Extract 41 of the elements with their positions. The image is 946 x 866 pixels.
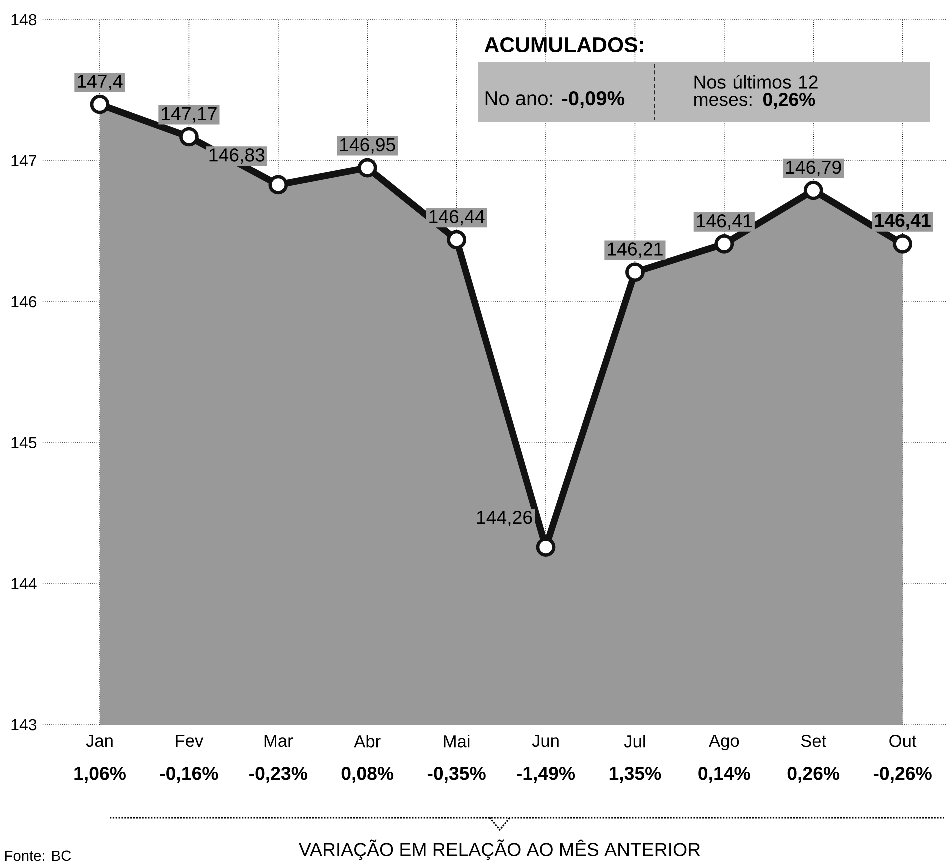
data-label: 146,44 bbox=[430, 210, 485, 226]
x-tick-label: Jan bbox=[86, 735, 113, 748]
text: VARIAÇÃO EM RELAÇÃO AO MÊS ANTERIOR bbox=[299, 840, 700, 860]
x-tick-label: Out bbox=[890, 735, 917, 748]
x-tick-label: Ago bbox=[709, 735, 740, 751]
text: 0,26% bbox=[788, 767, 840, 783]
text: 1,06% bbox=[74, 767, 126, 783]
x-tick-label: Mai bbox=[444, 735, 470, 748]
text: 1,35% bbox=[610, 767, 662, 783]
y-tick-label: 143 bbox=[12, 719, 37, 731]
data-label: 146,95 bbox=[340, 138, 396, 154]
data-label: 147,17 bbox=[162, 108, 217, 123]
text: -0,16% bbox=[160, 767, 218, 783]
data-label: 146,83 bbox=[210, 148, 265, 164]
x-tick-label: Abr bbox=[354, 735, 381, 748]
x-tick-label: Jul bbox=[624, 735, 646, 748]
y-tick-label: 148 bbox=[12, 14, 37, 26]
data-label: 147,4 bbox=[78, 75, 123, 90]
y-tick-label: 147 bbox=[12, 155, 36, 166]
x-tick-label: Mar bbox=[264, 735, 294, 748]
y-tick-label: 145 bbox=[12, 437, 37, 449]
annotation: No ano: -0,09% bbox=[486, 91, 625, 109]
text: -1,49% bbox=[517, 767, 576, 783]
text: -0,23% bbox=[250, 767, 308, 783]
text: 0,08% bbox=[342, 767, 394, 783]
data-label: 146,21 bbox=[608, 242, 663, 258]
x-tick-label: Set bbox=[801, 735, 826, 748]
x-tick-label: Fev bbox=[176, 735, 204, 748]
data-label: 146,79 bbox=[786, 160, 842, 176]
annotation: ACUMULADOS: bbox=[484, 37, 644, 53]
text: -0,35% bbox=[428, 767, 486, 783]
source-note: Fonte: BC bbox=[5, 850, 72, 862]
text: -0,26% bbox=[874, 767, 932, 783]
x-tick-label: Jun bbox=[532, 735, 559, 748]
data-label: 144,26 bbox=[477, 510, 532, 526]
data-label: 146,41 bbox=[875, 214, 931, 230]
data-label: 146,41 bbox=[697, 214, 752, 230]
text: 0,14% bbox=[698, 767, 750, 783]
y-tick-label: 146 bbox=[12, 296, 37, 308]
annotation: Nos últimos 12 meses: 0,26% bbox=[694, 74, 818, 109]
y-tick-label: 144 bbox=[12, 578, 37, 590]
